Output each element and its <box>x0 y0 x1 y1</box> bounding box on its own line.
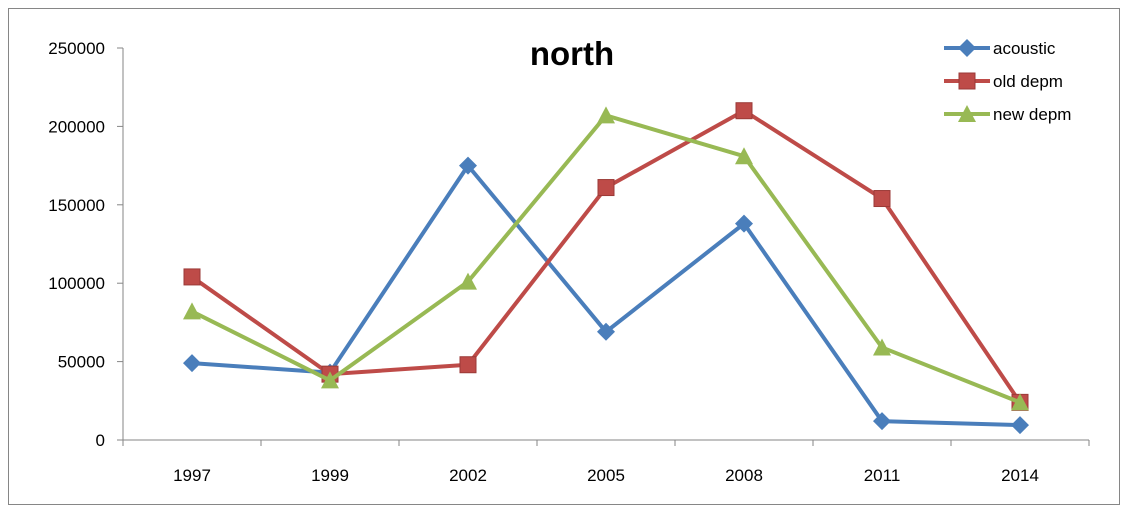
data-point-old-depm <box>183 268 201 286</box>
legend-swatch-marker <box>958 39 976 57</box>
y-tick-label: 250000 <box>48 39 105 58</box>
x-tick-label: 2014 <box>1001 466 1039 485</box>
data-point-acoustic <box>183 354 201 373</box>
legend-item-acoustic: acoustic <box>944 39 1056 58</box>
data-point-acoustic <box>597 322 615 341</box>
legend-swatch-marker <box>958 72 976 90</box>
x-tick-label: 2011 <box>864 466 901 485</box>
data-point-new-depm <box>735 147 753 165</box>
data-point-old-depm <box>597 179 615 197</box>
data-point-old-depm <box>873 190 891 208</box>
x-tick-label: 2008 <box>725 466 763 485</box>
y-tick-label: 100000 <box>48 274 105 293</box>
x-axis: 1997 1999 2002 2005 2008 2011 2014 <box>122 439 1090 485</box>
data-point-new-depm <box>873 338 891 356</box>
data-point-new-depm <box>321 371 339 389</box>
y-tick-label: 150000 <box>48 196 105 215</box>
series-layer <box>183 102 1029 435</box>
legend-label: acoustic <box>993 39 1056 58</box>
data-point-acoustic <box>873 412 891 431</box>
data-point-old-depm <box>735 102 753 120</box>
y-axis: 0 50000 100000 150000 200000 250000 <box>48 39 124 450</box>
y-tick-label: 50000 <box>58 353 105 372</box>
y-tick-label: 0 <box>96 431 105 450</box>
x-tick-label: 2002 <box>449 466 487 485</box>
y-tick-label: 200000 <box>48 117 105 136</box>
x-tick-label: 2005 <box>587 466 625 485</box>
legend-label: old depm <box>993 72 1063 91</box>
data-point-new-depm <box>597 106 615 124</box>
data-point-acoustic <box>735 214 753 233</box>
x-tick-label: 1997 <box>173 466 211 485</box>
legend-label: new depm <box>993 105 1071 124</box>
series-new-depm <box>183 106 1029 411</box>
data-point-new-depm <box>459 272 477 290</box>
data-point-acoustic <box>459 156 477 175</box>
chart-title: north <box>530 35 614 72</box>
data-point-new-depm <box>183 302 201 320</box>
legend: acoustic old depm new depm <box>944 39 1071 124</box>
legend-item-new-depm: new depm <box>944 105 1071 124</box>
legend-item-old-depm: old depm <box>944 72 1063 91</box>
data-point-old-depm <box>459 356 477 374</box>
legend-swatch-marker <box>958 105 976 122</box>
data-point-acoustic <box>1011 416 1029 435</box>
x-tick-label: 1999 <box>311 466 349 485</box>
data-point-new-depm <box>1011 393 1029 411</box>
